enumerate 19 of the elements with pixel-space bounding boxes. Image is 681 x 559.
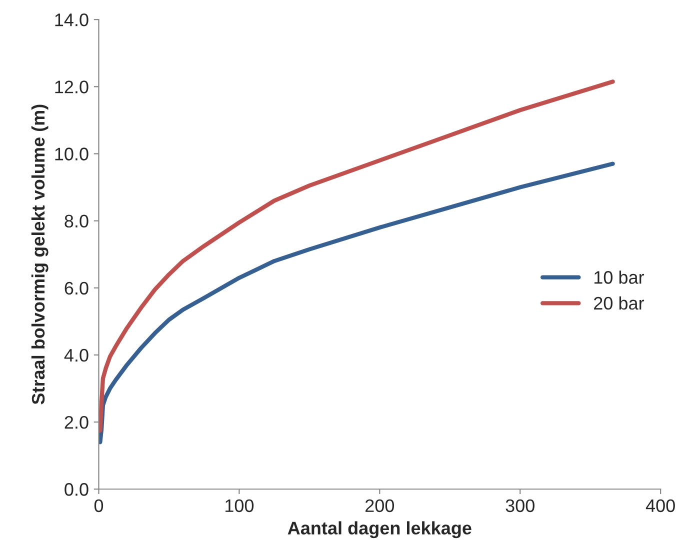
y-axis-title: Straal bolvormig gelekt volume (m) (31, 104, 48, 404)
legend-label: 20 bar (594, 296, 644, 310)
y-tick-label: 12.0 (55, 80, 88, 94)
y-tick-label: 0.0 (64, 483, 88, 496)
y-tick-label: 6.0 (64, 282, 88, 295)
y-tick-label: 8.0 (64, 214, 88, 228)
x-tick-label: 300 (506, 499, 534, 512)
x-tick-label: 400 (646, 499, 675, 512)
x-tick-label: 200 (366, 499, 394, 512)
line-series (98, 80, 615, 433)
x-tick-label: 100 (226, 499, 254, 512)
y-tick-label: 4.0 (64, 348, 88, 362)
x-axis-title: Aantal dagen lekkage (288, 521, 472, 538)
legend-label: 10 bar (594, 270, 644, 284)
line-series (98, 162, 615, 444)
y-tick-label: 2.0 (64, 416, 88, 429)
y-tick-label: 10.0 (55, 148, 88, 160)
y-tick-label: 14.0 (55, 14, 88, 26)
x-tick-label: 0 (94, 499, 104, 512)
